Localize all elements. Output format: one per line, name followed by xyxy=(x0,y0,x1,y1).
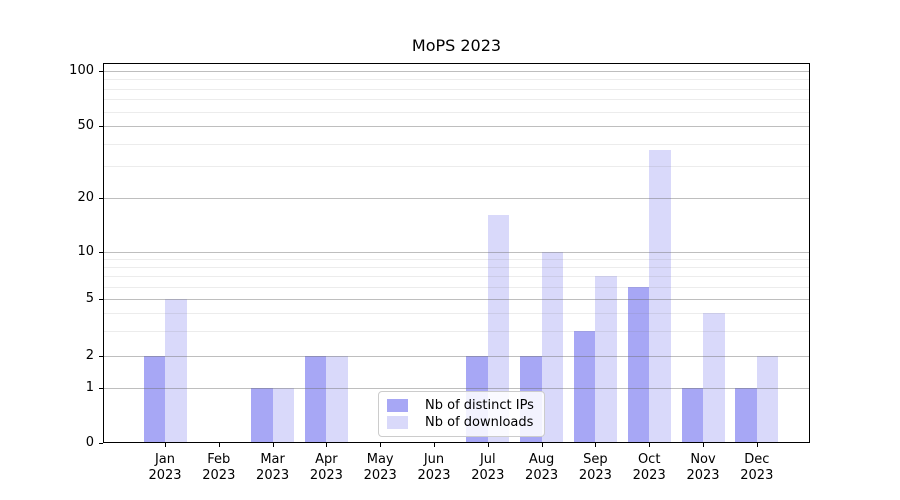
bar-downloads-sep xyxy=(595,276,617,444)
bar-distinct-ips-nov xyxy=(681,388,703,444)
bar-distinct-ips-jan xyxy=(143,356,165,444)
legend-item-distinct-ips: Nb of distinct IPs xyxy=(387,398,536,413)
bar-downloads-jul xyxy=(487,215,510,444)
bar-downloads-nov xyxy=(703,313,725,444)
bar-distinct-ips-apr xyxy=(304,356,327,444)
legend: Nb of distinct IPs Nb of downloads xyxy=(378,391,545,437)
legend-item-downloads: Nb of downloads xyxy=(387,415,536,430)
bar-distinct-ips-oct xyxy=(627,286,650,444)
bar-downloads-aug xyxy=(541,251,564,444)
legend-swatch-distinct-ips xyxy=(387,399,408,412)
bar-downloads-oct xyxy=(649,149,671,444)
bar-distinct-ips-mar xyxy=(251,388,273,444)
bar-downloads-mar xyxy=(272,388,295,444)
legend-label-downloads: Nb of downloads xyxy=(425,415,534,430)
bar-downloads-jan xyxy=(165,299,187,444)
bar-distinct-ips-sep xyxy=(573,331,596,444)
bar-downloads-dec xyxy=(756,356,779,444)
legend-swatch-downloads xyxy=(387,416,408,429)
legend-label-distinct-ips: Nb of distinct IPs xyxy=(425,398,534,413)
bar-distinct-ips-dec xyxy=(735,388,757,444)
chart-title: MoPS 2023 xyxy=(411,36,502,55)
bar-downloads-apr xyxy=(326,356,348,444)
